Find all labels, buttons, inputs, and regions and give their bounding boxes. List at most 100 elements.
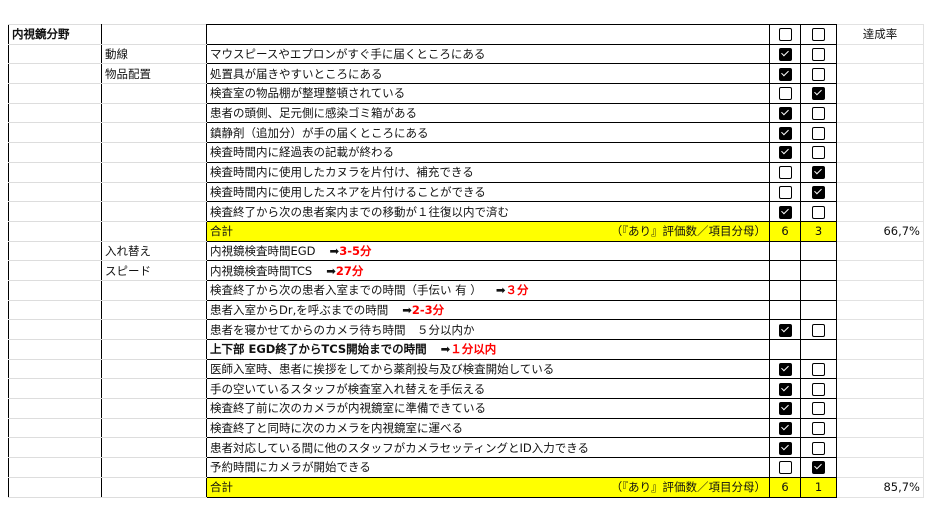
- item-cell: 検査終了前に次のカメラが内視鏡室に準備できている: [206, 398, 770, 419]
- yes-cell: 6: [769, 220, 801, 242]
- section-cell: [8, 319, 102, 340]
- table-row: 検査終了から次の患者入室までの時間（手伝い 有 ） ➡３分: [8, 279, 924, 301]
- category-cell: [101, 319, 207, 340]
- total-row: 合計 （『あり』評価数／項目分母） 6 3 66,7%: [8, 220, 924, 242]
- section-cell: [8, 181, 102, 203]
- unchecked-checkbox-icon[interactable]: [812, 126, 825, 140]
- table-row: 上下部 EGD終了からTCS開始までの時間 ➡１分以内: [8, 339, 924, 360]
- unchecked-checkbox-icon[interactable]: [812, 48, 825, 62]
- unchecked-checkbox-icon[interactable]: [812, 363, 825, 377]
- unchecked-checkbox-icon[interactable]: [812, 146, 825, 160]
- yes-cell: [769, 319, 801, 340]
- header-row: 内視鏡分野 達成率: [8, 24, 924, 45]
- table-row: 検査室の物品棚が整理整頓されている: [8, 83, 924, 104]
- no-cell: [800, 378, 837, 400]
- rate-cell: [836, 457, 924, 478]
- checked-checkbox-icon[interactable]: [812, 185, 825, 199]
- total-note: （『あり』評価数／項目分母）: [610, 224, 766, 239]
- unchecked-checkbox-icon[interactable]: [778, 28, 792, 42]
- item-cell: 予約時間にカメラが開始できる: [206, 457, 770, 478]
- yes-cell: [769, 24, 801, 45]
- unchecked-checkbox-icon[interactable]: [812, 107, 825, 121]
- rate-cell: [836, 142, 924, 163]
- rate-cell: [836, 398, 924, 419]
- no-cell: [800, 83, 837, 104]
- checked-checkbox-icon[interactable]: [778, 126, 792, 140]
- unchecked-checkbox-icon[interactable]: [812, 422, 825, 436]
- rate-cell: [836, 417, 924, 439]
- table-row: 入れ替え 内視鏡検査時間EGD ➡3-5分: [8, 240, 924, 262]
- unchecked-checkbox-icon[interactable]: [812, 205, 825, 219]
- section-cell: [8, 378, 102, 400]
- evaluation-sheet: 内視鏡分野 達成率 動線 マウスピースやエプロンがすぐ手に届くところにある 物品配置 処置…: [8, 24, 924, 498]
- checked-checkbox-icon[interactable]: [778, 107, 792, 121]
- checked-checkbox-icon[interactable]: [812, 166, 825, 180]
- category-cell: [101, 457, 207, 478]
- rate-cell: [836, 319, 924, 340]
- table-row: 患者を寝かせてからのカメラ待ち時間 ５分以内か: [8, 319, 924, 340]
- checked-checkbox-icon[interactable]: [778, 402, 792, 416]
- checked-checkbox-icon[interactable]: [778, 205, 792, 219]
- rate-cell: [836, 358, 924, 380]
- category-cell: [101, 102, 207, 124]
- category-cell: [101, 417, 207, 439]
- unchecked-checkbox-icon[interactable]: [778, 185, 792, 199]
- no-cell: [800, 142, 837, 163]
- checked-checkbox-icon[interactable]: [778, 382, 792, 396]
- item-text: 上下部 EGD終了からTCS開始までの時間: [210, 342, 427, 357]
- table-row: 患者入室からDr,を呼ぶまでの時間 ➡2-3分: [8, 299, 924, 321]
- item-cell: 検査終了と同時に次のカメラを内視鏡室に運べる: [206, 417, 770, 439]
- checked-checkbox-icon[interactable]: [778, 67, 792, 81]
- total-label: 合計: [210, 224, 233, 239]
- total-row: 合計 （『あり』評価数／項目分母） 6 1 85,7%: [8, 476, 924, 498]
- category-cell: [101, 181, 207, 203]
- section-cell: [8, 161, 102, 183]
- checked-checkbox-icon[interactable]: [778, 48, 792, 62]
- unchecked-checkbox-icon[interactable]: [812, 382, 825, 396]
- yes-cell: [769, 398, 801, 419]
- unchecked-checkbox-icon[interactable]: [812, 67, 825, 81]
- checked-checkbox-icon[interactable]: [778, 422, 792, 436]
- item-cell: 検査終了から次の患者入室までの時間（手伝い 有 ） ➡３分: [206, 279, 770, 301]
- table-row: 物品配置 処置具が届きやすいところにある: [8, 63, 924, 85]
- section-cell: 内視鏡分野: [8, 24, 102, 45]
- yes-cell: [769, 358, 801, 380]
- unchecked-checkbox-icon[interactable]: [812, 323, 825, 337]
- target-time: ３分: [505, 283, 529, 298]
- item-text: 内視鏡検査時間EGD: [210, 243, 316, 258]
- unchecked-checkbox-icon[interactable]: [812, 28, 825, 42]
- checked-checkbox-icon[interactable]: [778, 323, 792, 337]
- unchecked-checkbox-icon[interactable]: [778, 87, 792, 101]
- no-cell: 1: [800, 476, 837, 498]
- rate-cell: 85,7%: [836, 476, 924, 498]
- rate-cell: [836, 299, 924, 321]
- no-cell: [800, 339, 837, 360]
- section-cell: [8, 417, 102, 439]
- no-cell: [800, 102, 837, 124]
- checked-checkbox-icon[interactable]: [778, 363, 792, 377]
- checked-checkbox-icon[interactable]: [778, 146, 792, 160]
- table-row: 手の空いているスタッフが検査室入れ替えを手伝える: [8, 378, 924, 400]
- section-cell: [8, 201, 102, 222]
- item-text: 検査終了から次の患者入室までの時間（手伝い 有 ）: [210, 283, 482, 298]
- arrow-icon: ➡: [402, 302, 412, 317]
- rate-cell: [836, 122, 924, 144]
- rate-cell: [836, 63, 924, 85]
- unchecked-checkbox-icon[interactable]: [778, 461, 792, 475]
- rate-cell: [836, 240, 924, 262]
- unchecked-checkbox-icon[interactable]: [812, 402, 825, 416]
- rate-cell: [836, 102, 924, 124]
- checked-checkbox-icon[interactable]: [778, 441, 792, 455]
- rate-cell: [836, 378, 924, 400]
- category-cell: [101, 339, 207, 360]
- unchecked-checkbox-icon[interactable]: [812, 441, 825, 455]
- checked-checkbox-icon[interactable]: [812, 461, 825, 475]
- table-row: 患者の頭側、足元側に感染ゴミ箱がある: [8, 102, 924, 124]
- unchecked-checkbox-icon[interactable]: [778, 166, 792, 180]
- item-cell: 内視鏡検査時間TCS ➡27分: [206, 260, 770, 281]
- checked-checkbox-icon[interactable]: [812, 87, 825, 101]
- category-cell: [101, 378, 207, 400]
- item-cell: 上下部 EGD終了からTCS開始までの時間 ➡１分以内: [206, 339, 770, 360]
- rate-cell: [836, 43, 924, 65]
- yes-cell: [769, 457, 801, 478]
